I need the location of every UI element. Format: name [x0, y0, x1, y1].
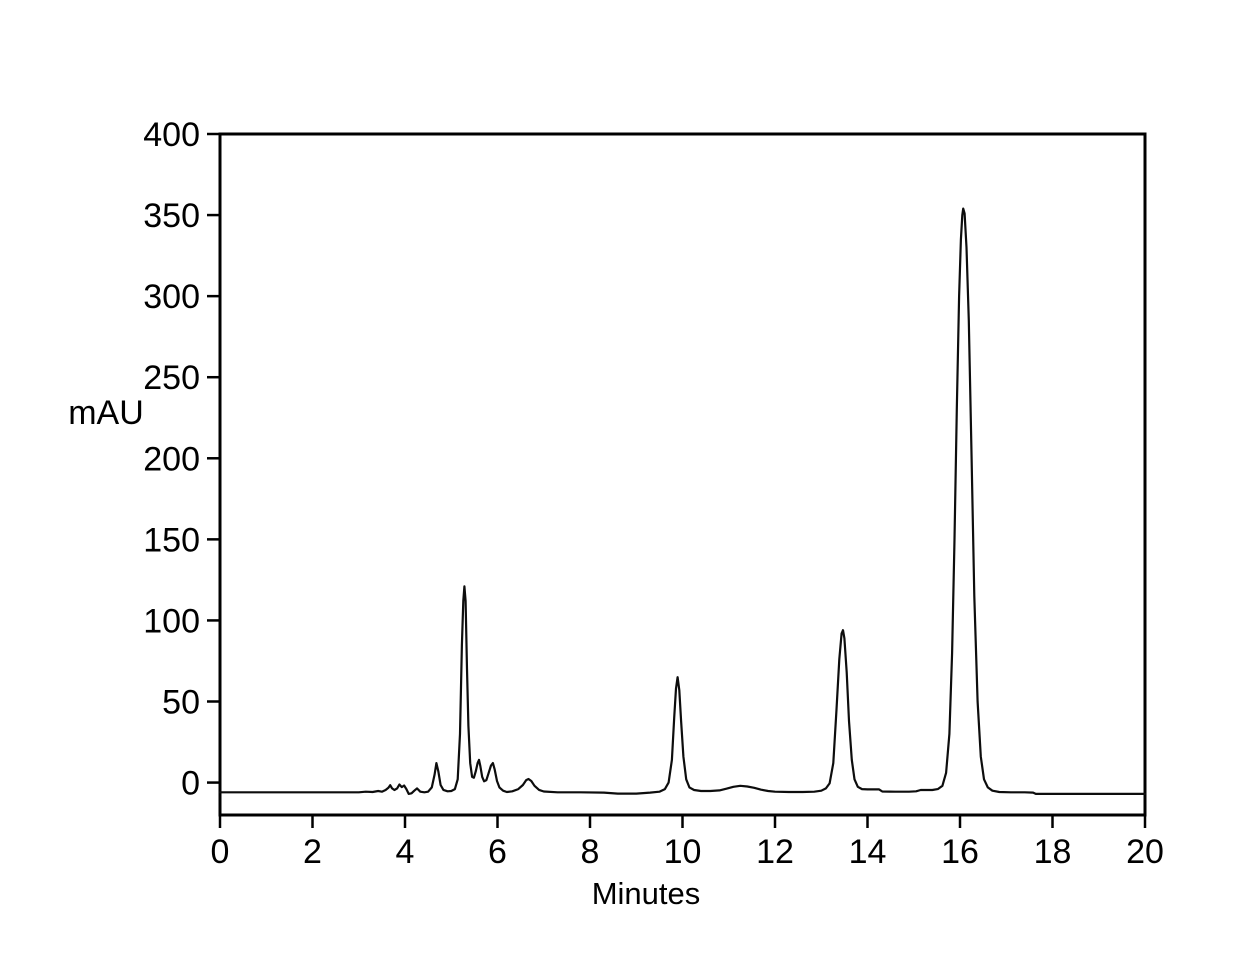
signal-trace — [218, 207, 1147, 796]
x-tick-label: 16 — [941, 833, 979, 871]
y-tick-label: 350 — [143, 197, 200, 235]
plot-border — [218, 132, 1147, 817]
x-tick-label: 20 — [1126, 833, 1164, 871]
x-axis-title: Minutes — [592, 876, 701, 911]
x-tick-label: 12 — [756, 833, 794, 871]
y-tick-label: 400 — [143, 116, 200, 154]
x-tick-label: 2 — [303, 833, 322, 871]
x-tick-label: 4 — [396, 833, 415, 871]
y-tick-label: 0 — [181, 765, 200, 803]
y-tick-label: 100 — [143, 602, 200, 640]
y-axis-ticks: 0 50 100 150 200 250 300 350 400 — [143, 116, 220, 803]
y-tick-label: 250 — [143, 359, 200, 397]
x-tick-label: 8 — [581, 833, 600, 871]
x-tick-label: 14 — [849, 833, 887, 871]
y-tick-label: 150 — [143, 521, 200, 559]
y-tick-label: 200 — [143, 440, 200, 478]
x-tick-label: 0 — [211, 833, 230, 871]
x-tick-label: 10 — [664, 833, 702, 871]
y-tick-label: 50 — [162, 684, 200, 722]
x-axis-ticks: 0 2 4 6 8 10 12 14 16 18 20 — [211, 815, 1164, 871]
x-tick-label: 6 — [488, 833, 507, 871]
x-tick-label: 18 — [1034, 833, 1072, 871]
y-tick-label: 300 — [143, 278, 200, 316]
y-axis-title: mAU — [68, 394, 144, 432]
